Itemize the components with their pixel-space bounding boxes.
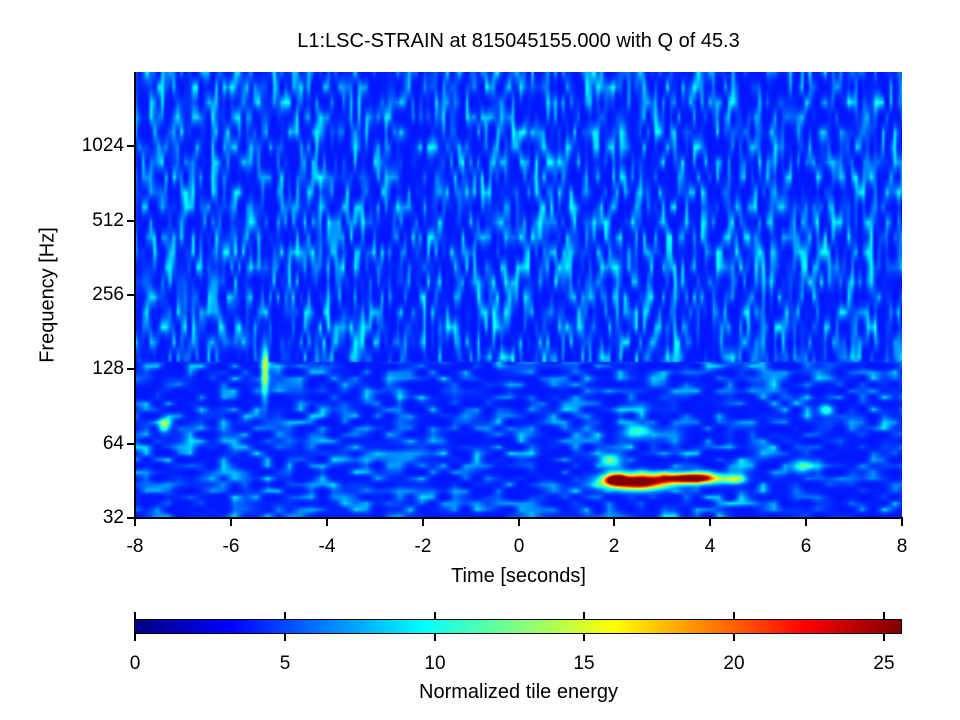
x-tick-label: 4 <box>704 536 716 557</box>
y-tick-mark <box>127 443 135 445</box>
x-tick-mark <box>805 518 807 526</box>
x-tick-mark <box>709 518 711 526</box>
x-axis-label: Time [seconds] <box>451 565 586 587</box>
x-tick-label: -4 <box>318 536 336 557</box>
colorbar-tick-mark <box>733 612 735 619</box>
x-tick-mark <box>422 518 424 526</box>
x-tick-label: -6 <box>222 536 240 557</box>
x-tick-mark <box>230 518 232 526</box>
y-tick-mark <box>127 368 135 370</box>
colorbar-tick-label: 0 <box>129 653 141 674</box>
colorbar-tick-mark <box>883 612 885 619</box>
colorbar-tick-mark <box>134 634 136 641</box>
x-tick-label: 0 <box>513 536 525 557</box>
x-tick-label: -2 <box>414 536 432 557</box>
colorbar-tick-mark <box>134 612 136 619</box>
x-tick-mark <box>901 518 903 526</box>
chart-title: L1:LSC-STRAIN at 815045155.000 with Q of… <box>297 30 740 52</box>
y-tick-label: 32 <box>102 507 124 528</box>
y-tick-label: 512 <box>92 210 124 231</box>
colorbar-tick-mark <box>583 634 585 641</box>
spectrogram-plot <box>135 72 902 518</box>
x-tick-mark <box>518 518 520 526</box>
colorbar-tick-mark <box>284 612 286 619</box>
y-tick-mark <box>127 517 135 519</box>
colorbar-tick-mark <box>883 634 885 641</box>
colorbar-tick-mark <box>434 612 436 619</box>
colorbar-tick-mark <box>583 612 585 619</box>
x-tick-label: 8 <box>896 536 908 557</box>
colorbar <box>134 619 902 634</box>
colorbar-tick-mark <box>284 634 286 641</box>
colorbar-label: Normalized tile energy <box>419 681 618 703</box>
y-tick-mark <box>127 220 135 222</box>
y-tick-mark <box>127 294 135 296</box>
y-tick-label: 256 <box>92 284 124 305</box>
x-tick-mark <box>326 518 328 526</box>
y-tick-label: 128 <box>92 358 124 379</box>
colorbar-tick-label: 20 <box>723 653 745 674</box>
y-tick-label: 64 <box>102 433 124 454</box>
x-tick-label: 2 <box>608 536 620 557</box>
x-tick-label: 6 <box>800 536 812 557</box>
colorbar-tick-label: 10 <box>424 653 446 674</box>
x-tick-mark <box>613 518 615 526</box>
spectrogram-canvas <box>135 72 902 518</box>
colorbar-tick-mark <box>434 634 436 641</box>
y-axis-line <box>134 72 136 519</box>
x-tick-mark <box>134 518 136 526</box>
colorbar-tick-label: 15 <box>573 653 595 674</box>
y-axis-label: Frequency [Hz] <box>36 227 59 363</box>
y-tick-label: 1024 <box>81 135 124 156</box>
colorbar-tick-label: 5 <box>279 653 291 674</box>
colorbar-tick-mark <box>733 634 735 641</box>
x-tick-label: -8 <box>126 536 144 557</box>
colorbar-tick-label: 25 <box>873 653 895 674</box>
y-tick-mark <box>127 145 135 147</box>
